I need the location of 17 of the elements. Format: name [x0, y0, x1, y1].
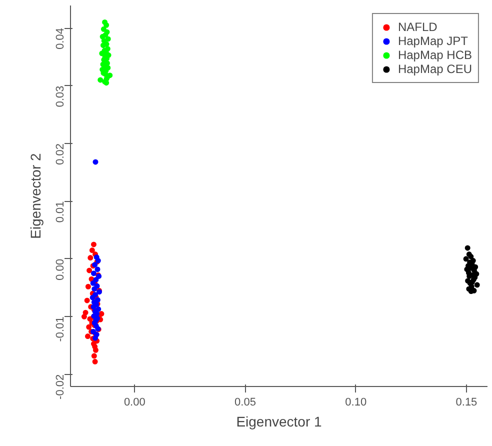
y-tick-label: 0.03 — [54, 86, 66, 108]
legend-label: HapMap JPT — [398, 34, 468, 48]
legend-label: NAFLD — [398, 20, 438, 34]
y-tick-label: -0.02 — [54, 374, 66, 400]
y-tick-label: -0.01 — [54, 316, 66, 342]
legend-label: HapMap CEU — [398, 62, 472, 76]
x-tick-label: 0.10 — [345, 396, 367, 408]
x-tick-label: 0.00 — [124, 396, 146, 408]
y-tick-label: 0.04 — [54, 28, 66, 50]
legend-label: HapMap HCB — [398, 48, 472, 62]
x-tick-label: 0.05 — [234, 396, 256, 408]
x-axis-title: Eigenvector 1 — [236, 414, 322, 430]
y-tick-label: 0.00 — [54, 258, 66, 280]
y-axis-title: Eigenvector 2 — [28, 152, 44, 239]
y-tick-label: 0.02 — [54, 143, 66, 165]
y-tick-label: 0.01 — [54, 201, 66, 223]
x-tick-label: 0.15 — [456, 396, 478, 408]
